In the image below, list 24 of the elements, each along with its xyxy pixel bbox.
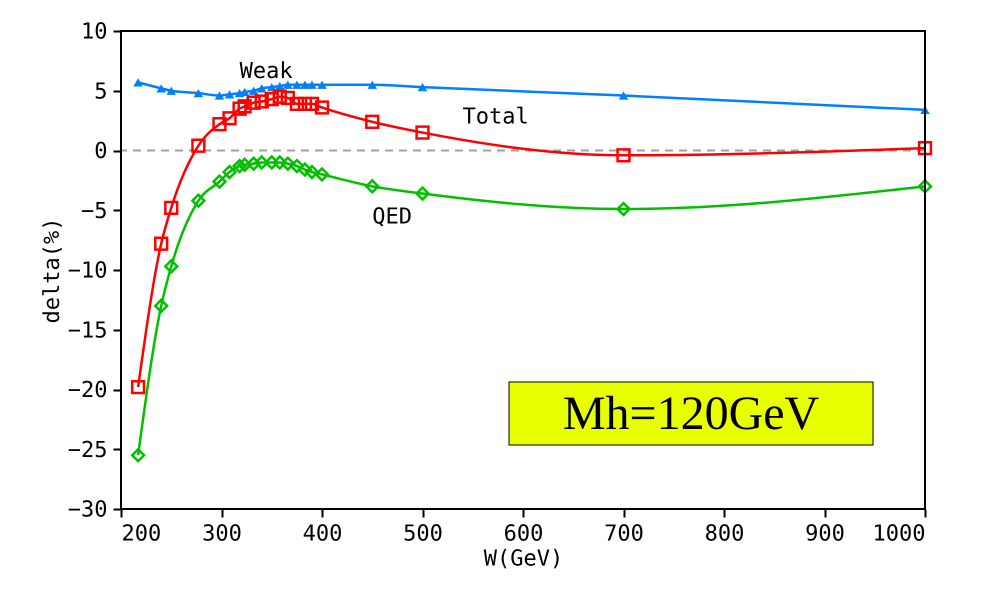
x-tick-label: 500 [403,522,443,546]
x-tick-label: 800 [704,522,744,546]
x-tick-label: 400 [302,522,342,546]
y-tick-label: 0 [94,139,108,164]
x-tick-label: 600 [504,522,544,546]
series-label: QED [372,204,412,230]
y-tick-label: −10 [68,258,108,284]
x-tick-label: 900 [805,522,845,546]
x-tick-label: 700 [604,522,644,546]
y-tick-label: −25 [68,438,108,463]
y-tick-label: −15 [68,318,108,344]
y-tick-label: −5 [81,198,108,224]
series-label: Total [462,104,529,130]
x-tick-label: 200 [122,522,162,546]
x-axis-title: W(GeV) [484,546,564,572]
y-tick-label: −30 [68,498,108,522]
y-tick-label: 10 [81,20,108,44]
y-tick-label: −20 [68,378,108,403]
series-label: Weak [240,59,293,84]
annotation: Mh=120GeV [562,387,820,440]
x-tick-label: 300 [202,522,242,546]
y-tick-label: 5 [94,79,108,104]
y-axis-title: delta(%) [40,218,65,324]
x-tick-label: 1000 [872,522,926,546]
